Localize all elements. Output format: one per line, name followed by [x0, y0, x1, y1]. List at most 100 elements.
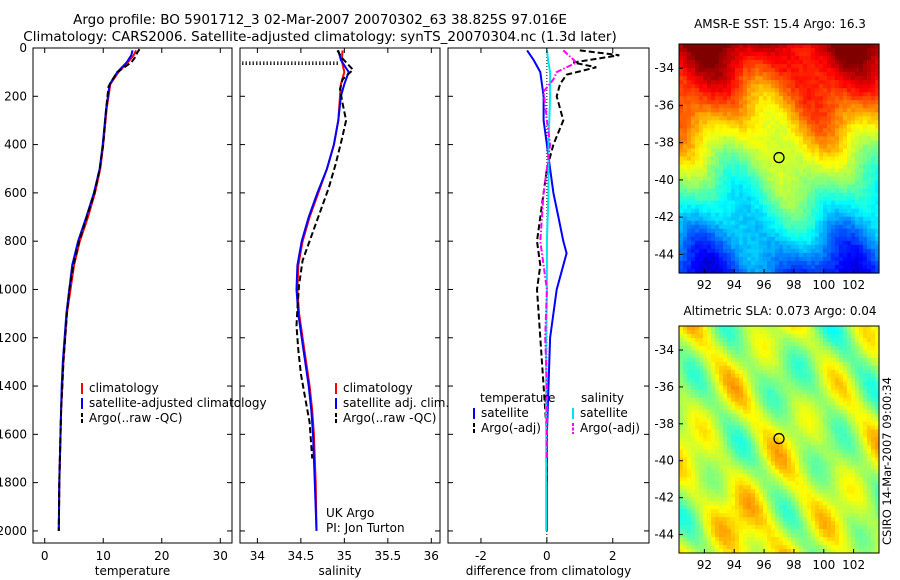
map-cell — [707, 72, 712, 77]
map-cell — [679, 232, 684, 238]
map-cell — [831, 128, 836, 133]
map-cell — [743, 337, 748, 343]
map-cell — [863, 236, 868, 242]
map-cell — [759, 176, 764, 182]
map-cell — [679, 192, 684, 198]
map-cell — [835, 337, 840, 343]
map-cell — [751, 176, 756, 182]
map-cell — [815, 353, 820, 359]
map-cell — [739, 445, 744, 451]
map-cell — [699, 417, 704, 423]
map-cell — [811, 393, 816, 399]
map-cell — [755, 477, 760, 482]
map-cell — [723, 457, 728, 462]
map-cell — [751, 326, 756, 331]
map-cell — [763, 441, 768, 447]
map-cell — [775, 72, 780, 77]
map-cell — [799, 68, 804, 73]
map-cell — [695, 44, 700, 49]
map-cell — [819, 196, 824, 202]
map-cell — [843, 76, 848, 81]
map-cell — [783, 437, 788, 443]
map-cell — [739, 72, 744, 77]
map-cell — [739, 192, 744, 198]
map-cell — [727, 96, 732, 101]
map-cell — [683, 64, 688, 69]
map-cell — [687, 80, 692, 85]
map-cell — [715, 68, 720, 73]
map-cell — [783, 216, 788, 222]
xtick-label-sal-1: 34.5 — [288, 549, 315, 563]
map-cell — [875, 389, 880, 395]
map-cell — [811, 120, 816, 125]
map-cell — [783, 425, 788, 431]
map-cell — [855, 377, 860, 383]
map-cell — [751, 445, 756, 451]
map-cell — [683, 152, 688, 158]
map-cell — [791, 60, 796, 65]
map-cell — [759, 453, 764, 459]
map-cell — [719, 381, 724, 387]
map-cell — [719, 252, 724, 258]
map-cell — [751, 433, 756, 439]
map-cell — [847, 92, 852, 97]
map-cell — [827, 373, 832, 379]
map-cell — [815, 345, 820, 351]
map-cell — [723, 60, 728, 65]
map-cell — [759, 212, 764, 218]
map-cell — [791, 373, 796, 379]
map-cell — [867, 401, 872, 407]
map-cell — [767, 232, 772, 238]
map-cell — [843, 164, 848, 170]
map-cell — [851, 172, 856, 178]
map-cell — [831, 160, 836, 166]
map-cell — [783, 473, 788, 478]
map-cell — [727, 48, 732, 53]
map-cell — [855, 417, 860, 423]
map-cell — [755, 417, 760, 423]
map-cell — [719, 260, 724, 266]
map-cell — [779, 72, 784, 77]
map-cell — [723, 176, 728, 182]
map-cell — [839, 156, 844, 162]
map-cell — [771, 60, 776, 65]
map-cell — [679, 76, 684, 81]
map-cell — [715, 128, 720, 133]
map-cell — [815, 168, 820, 174]
map-cell — [763, 361, 768, 367]
map-cell — [847, 112, 852, 117]
map-cell — [755, 397, 760, 403]
map-cell — [679, 64, 684, 69]
map-cell — [699, 361, 704, 367]
map-cell — [695, 252, 700, 258]
map-cell — [823, 220, 828, 226]
map-cell — [763, 345, 768, 351]
map-cell — [831, 184, 836, 190]
map-cell — [699, 124, 704, 129]
map-cell — [767, 268, 772, 274]
map-cell — [811, 212, 816, 218]
legend-label-diff-1-0: satellite — [580, 406, 628, 420]
map-cell — [855, 88, 860, 93]
map-cell — [723, 409, 728, 415]
map-cell — [679, 260, 684, 266]
map-cell — [711, 192, 716, 198]
map-cell — [779, 48, 784, 53]
map-cell — [863, 260, 868, 266]
map-cell — [871, 144, 876, 150]
map-cell — [703, 465, 708, 470]
map-cell — [751, 208, 756, 214]
map-cell — [743, 116, 748, 121]
map-cell — [827, 260, 832, 266]
map-cell — [767, 473, 772, 478]
map-cell — [715, 449, 720, 455]
map-cell — [715, 473, 720, 478]
map-cell — [751, 232, 756, 238]
map-cell — [855, 240, 860, 246]
map-cell — [679, 369, 684, 375]
map-cell — [859, 152, 864, 158]
map-cell — [751, 192, 756, 198]
map-cell — [699, 244, 704, 250]
map-cell — [731, 377, 736, 383]
map-cell — [799, 329, 804, 335]
